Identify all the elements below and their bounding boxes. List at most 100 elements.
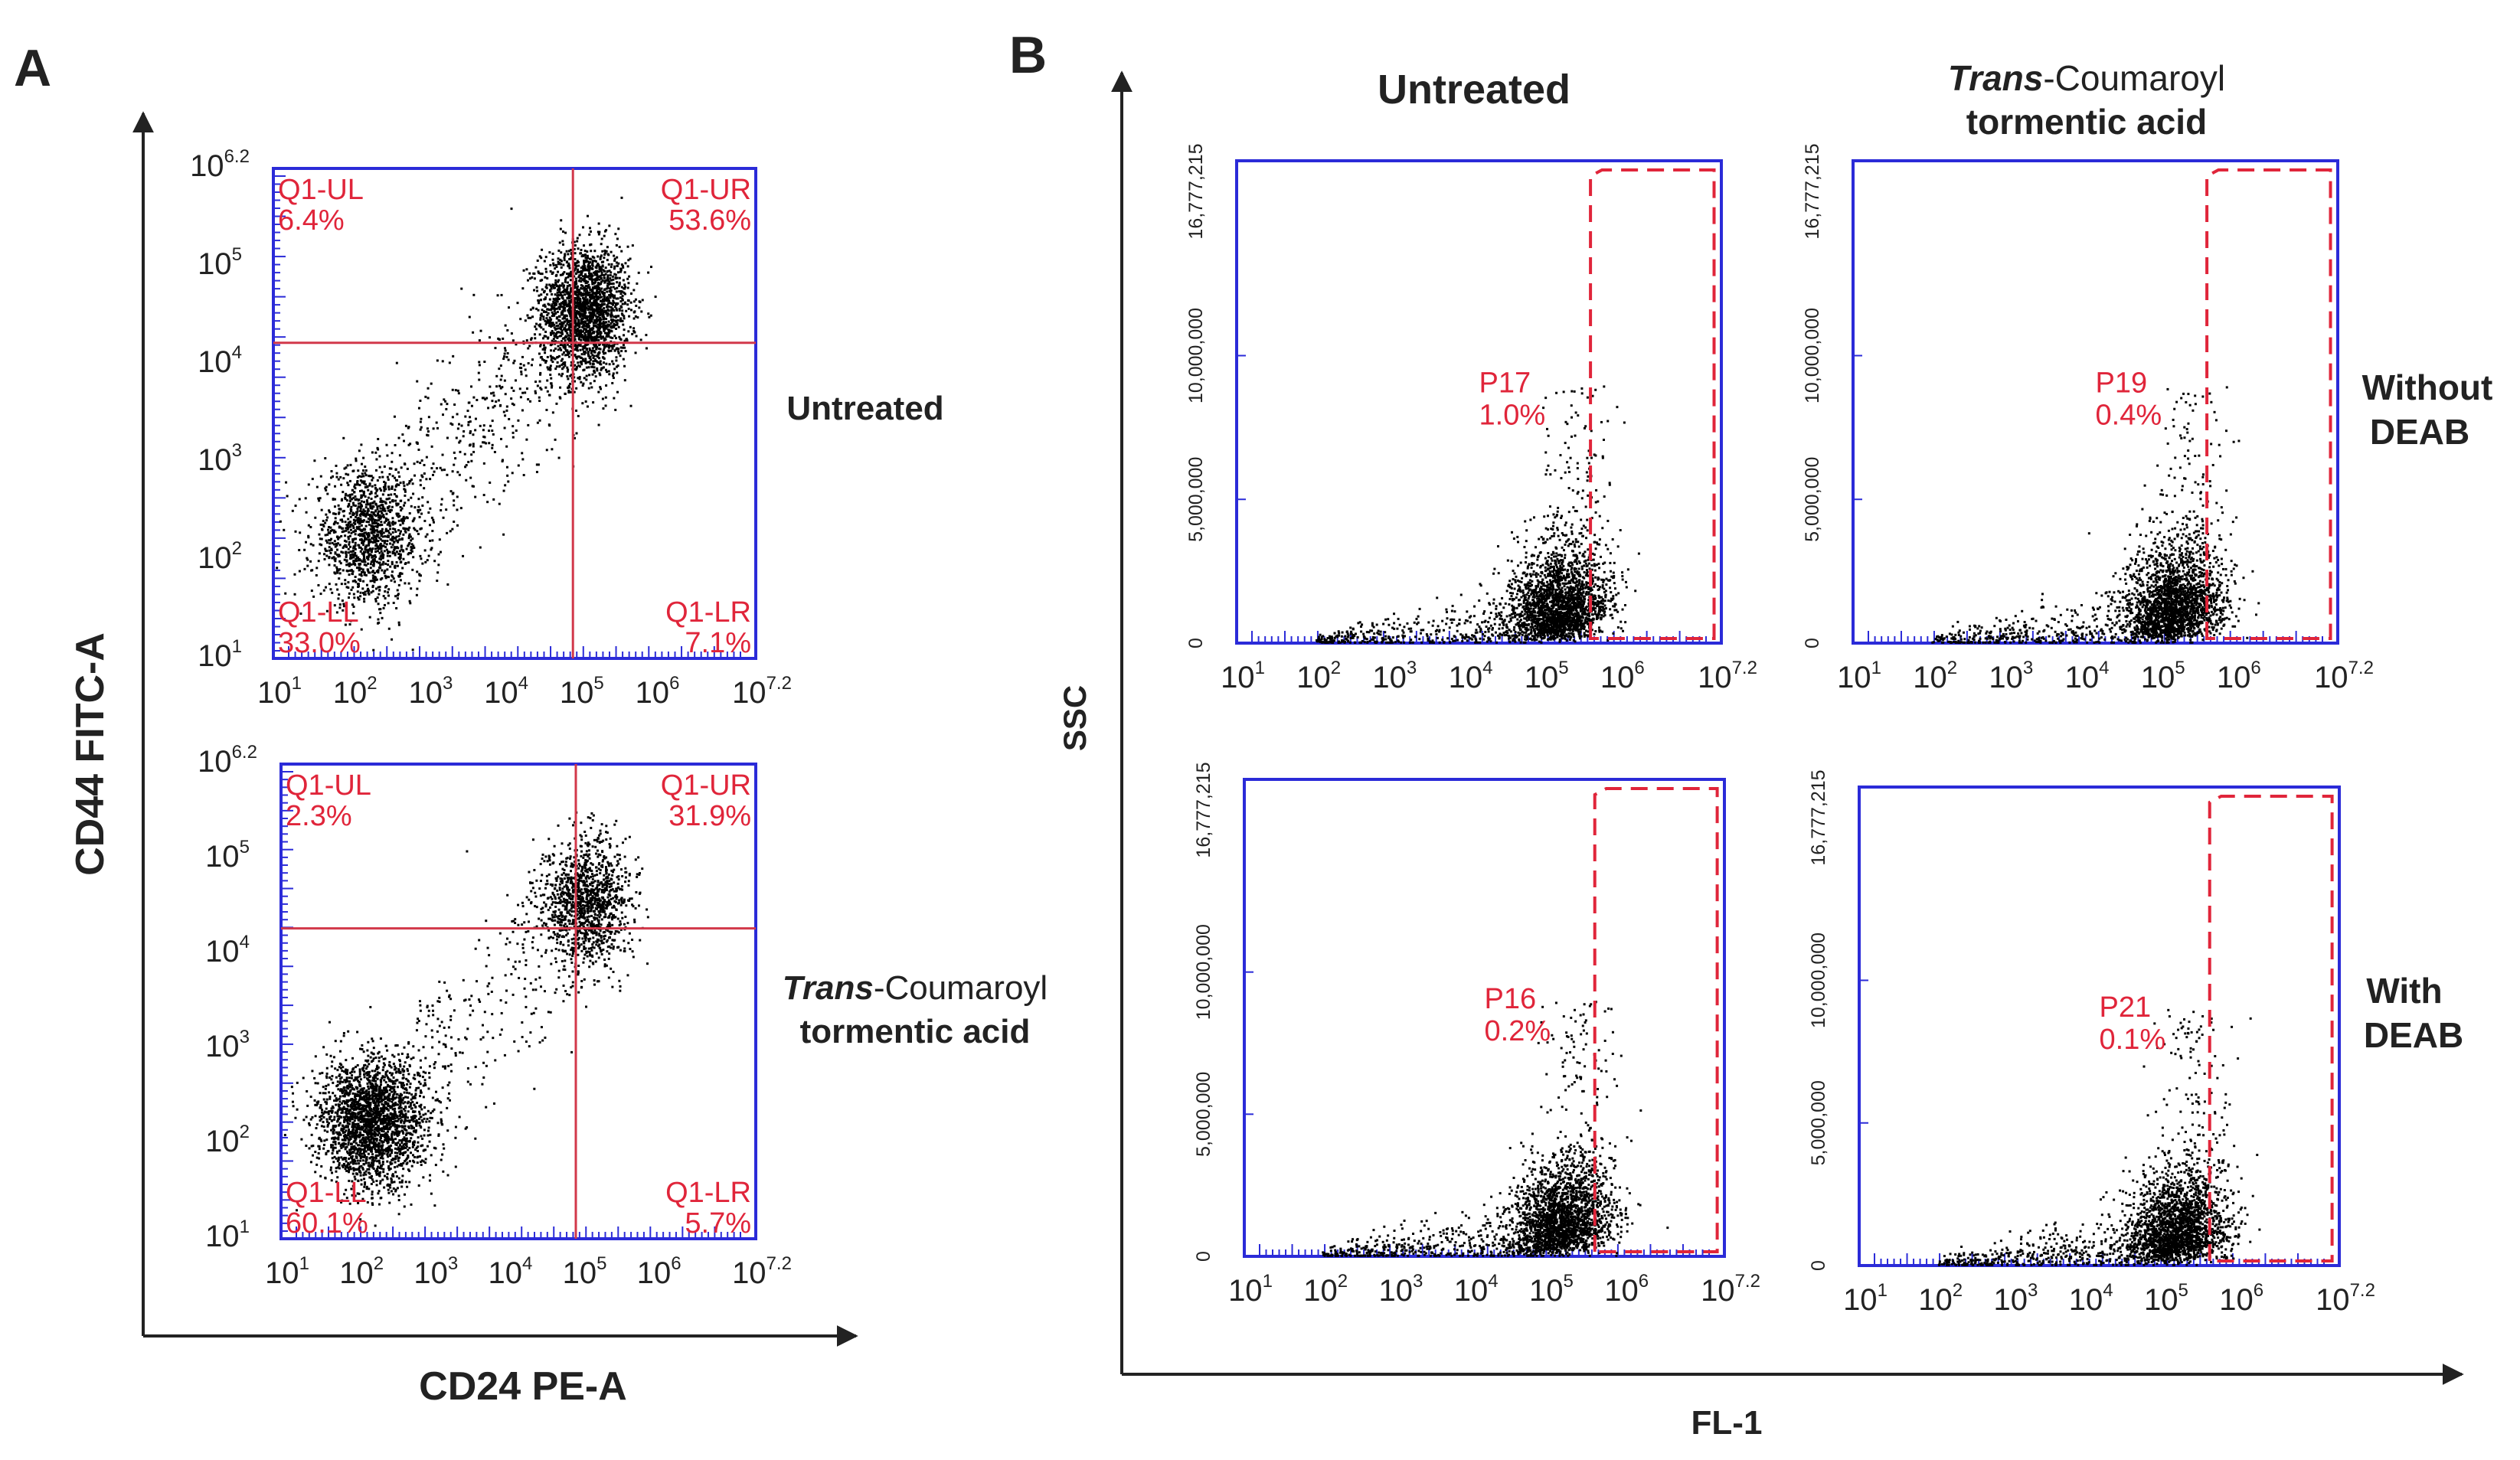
scatter-point xyxy=(548,366,551,369)
scatter-point xyxy=(307,536,310,539)
scatter-point xyxy=(325,488,328,492)
scatter-point xyxy=(413,506,417,509)
scatter-point xyxy=(363,563,366,567)
scatter-point xyxy=(312,595,315,598)
scatter-point xyxy=(382,506,385,509)
scatter-point xyxy=(577,276,580,279)
scatter-point xyxy=(495,400,498,403)
scatter-point xyxy=(607,350,610,353)
scatter-point xyxy=(367,508,370,511)
scatter-point xyxy=(341,531,344,534)
scatter-point xyxy=(472,485,475,488)
scatter-point xyxy=(331,557,334,560)
scatter-point xyxy=(596,352,600,355)
scatter-point xyxy=(570,248,573,251)
scatter-point xyxy=(379,545,382,548)
scatter-point xyxy=(358,538,361,541)
scatter-point xyxy=(627,282,630,285)
scatter-point xyxy=(285,481,288,484)
scatter-point xyxy=(551,903,554,906)
scatter-point xyxy=(345,492,348,495)
scatter-point xyxy=(375,540,378,543)
scatter-point xyxy=(492,391,495,394)
scatter-point xyxy=(407,534,410,537)
scatter-point xyxy=(595,337,598,340)
scatter-point xyxy=(503,352,506,355)
scatter-point xyxy=(446,583,449,586)
scatter-point xyxy=(347,521,350,524)
scatter-point xyxy=(413,527,416,530)
scatter-point xyxy=(403,485,406,488)
scatter-point xyxy=(378,519,381,522)
scatter-point xyxy=(388,524,391,527)
scatter-point xyxy=(378,561,381,564)
scatter-point xyxy=(588,269,591,272)
scatter-point xyxy=(319,537,322,541)
scatter-point xyxy=(597,863,600,866)
scatter-point xyxy=(291,509,294,512)
scatter-point xyxy=(619,269,623,272)
scatter-point xyxy=(610,314,613,317)
scatter-point xyxy=(597,867,600,870)
scatter-point xyxy=(559,880,562,883)
scatter-point xyxy=(531,315,534,318)
scatter-point xyxy=(351,469,355,472)
scatter-point xyxy=(632,327,636,330)
scatter-point xyxy=(347,537,350,541)
scatter-point xyxy=(536,259,539,262)
scatter-point xyxy=(298,549,301,552)
scatter-point xyxy=(521,391,525,394)
scatter-point xyxy=(328,563,331,567)
scatter-point xyxy=(311,478,314,481)
scatter-point xyxy=(386,591,389,594)
scatter-point xyxy=(510,387,513,390)
scatter-point xyxy=(394,499,397,502)
scatter-point xyxy=(587,901,590,904)
scatter-point xyxy=(619,857,622,861)
scatter-point xyxy=(430,516,433,519)
scatter-point xyxy=(371,580,374,583)
scatter-point xyxy=(619,300,623,303)
scatter-point xyxy=(580,888,583,891)
scatter-point xyxy=(573,925,576,928)
scatter-point xyxy=(378,465,381,469)
scatter-point xyxy=(592,875,595,878)
scatter-point xyxy=(559,877,562,880)
scatter-point xyxy=(547,321,551,324)
scatter-point xyxy=(568,386,571,389)
scatter-point xyxy=(570,364,573,367)
scatter-point xyxy=(584,302,587,305)
scatter-point xyxy=(606,950,609,953)
scatter-point xyxy=(590,315,593,318)
scatter-point xyxy=(566,353,569,356)
scatter-point xyxy=(610,345,613,348)
scatter-point xyxy=(583,351,586,354)
scatter-point xyxy=(562,243,565,246)
scatter-point xyxy=(338,568,342,571)
scatter-point xyxy=(587,911,590,914)
scatter-point xyxy=(432,462,435,465)
scatter-point xyxy=(616,256,619,259)
scatter-point xyxy=(401,518,404,521)
scatter-point xyxy=(394,527,397,531)
scatter-point xyxy=(575,261,578,264)
scatter-point xyxy=(563,314,566,317)
scatter-point xyxy=(469,416,472,419)
scatter-point xyxy=(649,314,652,317)
scatter-point xyxy=(496,294,499,297)
scatter-point xyxy=(558,921,561,924)
scatter-point xyxy=(581,937,584,940)
scatter-point xyxy=(554,282,557,285)
scatter-point xyxy=(645,334,648,337)
scatter-point xyxy=(603,276,606,279)
scatter-point xyxy=(397,483,400,486)
scatter-point xyxy=(371,558,374,561)
scatter-point xyxy=(560,311,563,314)
scatter-point xyxy=(549,367,552,371)
scatter-point xyxy=(592,296,595,299)
scatter-point xyxy=(540,326,543,329)
scatter-point xyxy=(636,873,639,876)
scatter-point xyxy=(399,524,402,527)
scatter-point xyxy=(454,389,457,392)
scatter-point xyxy=(623,292,626,296)
